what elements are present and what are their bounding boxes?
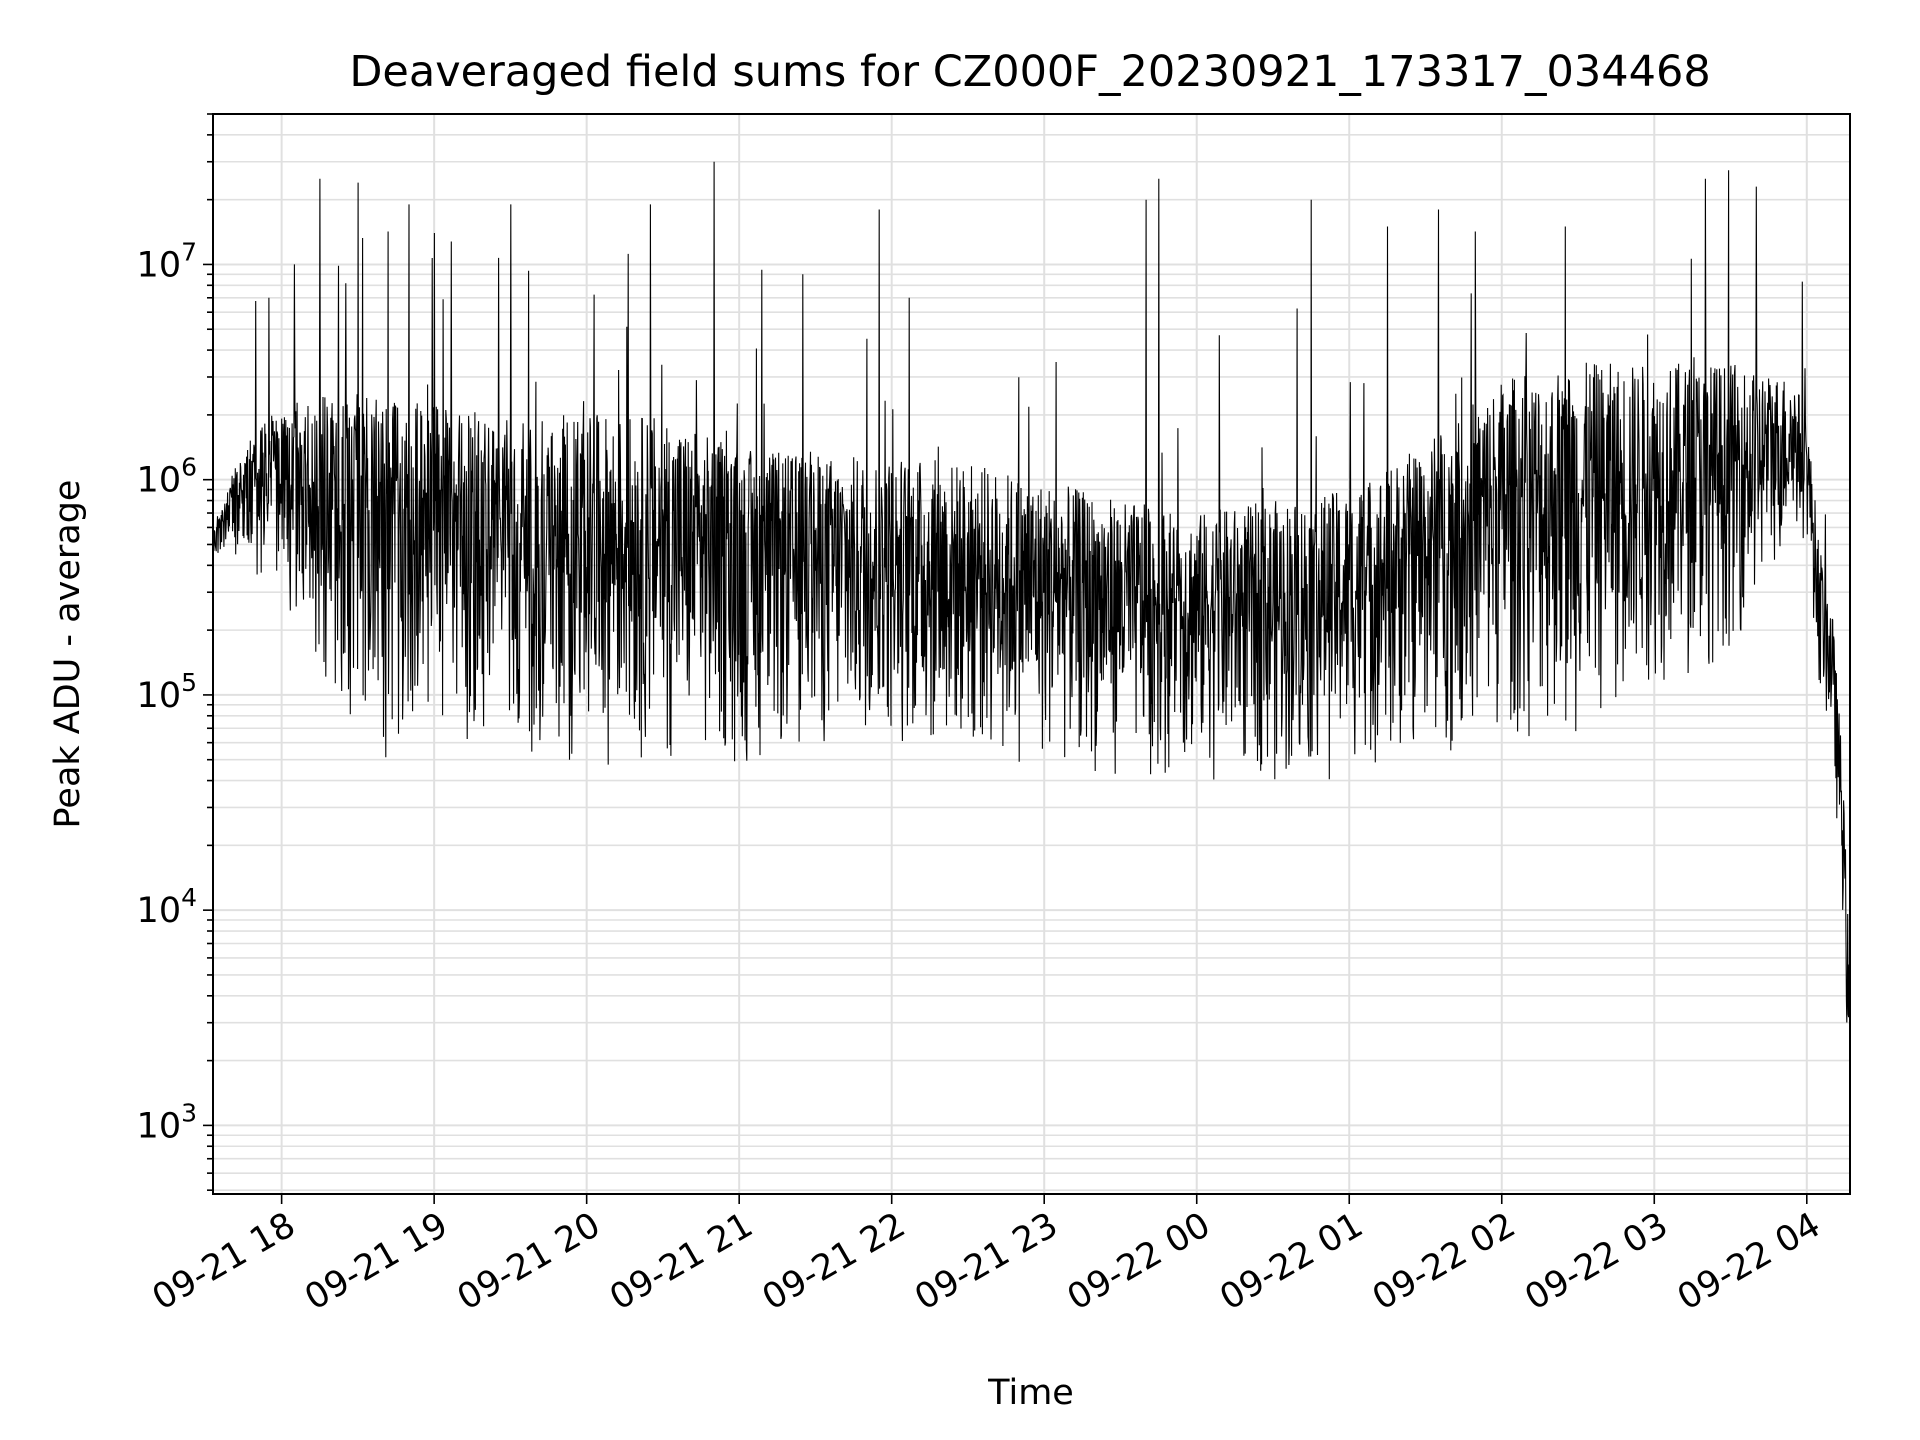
y-axis-label: Peak ADU - average: [48, 480, 88, 829]
y-tick-label: 103: [137, 1098, 197, 1146]
y-tick-label: 104: [137, 883, 197, 931]
y-tick-base: 10: [137, 245, 182, 285]
y-tick-base: 10: [137, 676, 182, 716]
y-tick-label: 105: [137, 668, 197, 716]
y-tick-label: 106: [137, 453, 197, 501]
series-line: [212, 161, 1851, 1023]
y-tick-exponent: 7: [181, 237, 197, 266]
x-axis-label: Time: [987, 1373, 1074, 1413]
plot-frame: [212, 113, 1851, 1195]
y-tick-exponent: 4: [181, 883, 197, 912]
series-layer: [212, 161, 1851, 1023]
y-tick-exponent: 6: [181, 453, 197, 482]
y-tick-exponent: 3: [181, 1098, 197, 1127]
y-tick-label: 107: [137, 237, 197, 285]
y-tick-base: 10: [137, 1106, 182, 1146]
y-tick-exponent: 5: [181, 668, 197, 697]
y-tick-base: 10: [137, 891, 182, 931]
chart-title: Deaveraged field sums for CZ000F_2023092…: [349, 47, 1710, 97]
grid-layer: [213, 113, 1850, 1194]
y-tick-base: 10: [137, 461, 182, 501]
